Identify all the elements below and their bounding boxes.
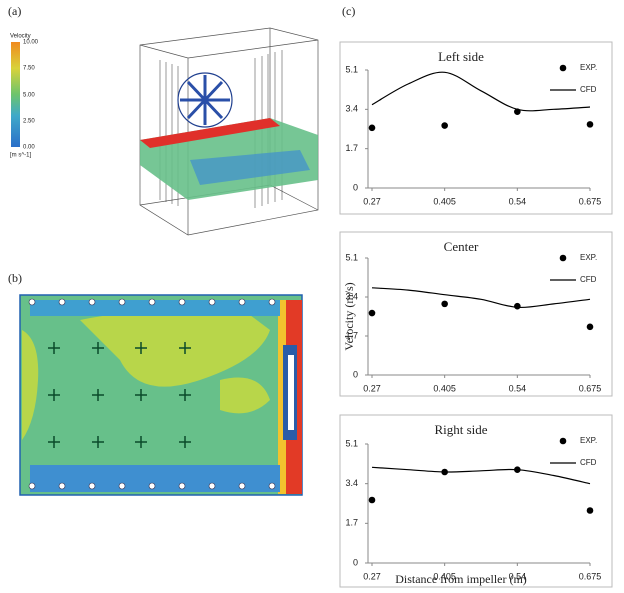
legend-label: CFD <box>580 85 597 94</box>
colorbar-label: 2.50 <box>23 119 35 125</box>
charts: Left side 0 1.7 3.4 5.1 0.27 0.405 0.54 0.675 EXP… <box>340 42 612 587</box>
exp-point <box>369 310 376 317</box>
y-tick-label: 5.1 <box>345 252 358 262</box>
y-tick-label: 0 <box>353 557 358 567</box>
x-tick-label: 0.27 <box>363 383 381 393</box>
chart-frame <box>340 232 612 396</box>
legend-label: EXP. <box>580 436 597 445</box>
legend-marker <box>560 65 567 72</box>
colorbar-label: 10.00 <box>23 40 39 46</box>
legend-label: EXP. <box>580 63 597 72</box>
x-tick-label: 0.54 <box>509 383 527 393</box>
colorbar: Velocity 10.00 7.50 5.00 2.50 0.00 [m s^… <box>10 34 39 159</box>
exp-point <box>514 303 521 310</box>
panel-label: (b) <box>8 271 22 285</box>
x-tick-label: 0.675 <box>579 383 602 393</box>
legend-label: CFD <box>580 458 597 467</box>
x-tick-label: 0.405 <box>433 383 456 393</box>
colorbar-label: 7.50 <box>23 66 35 72</box>
y-tick-label: 0 <box>353 182 358 192</box>
colorbar-scale <box>11 42 20 147</box>
y-tick-label: 3.4 <box>345 104 358 114</box>
y-tick-label: 5.1 <box>345 64 358 74</box>
y-tick-label: 3.4 <box>345 478 358 488</box>
y-tick-label: 0 <box>353 369 358 379</box>
exp-point <box>587 324 594 331</box>
chart-title: Right side <box>434 422 487 437</box>
exp-point <box>441 122 448 129</box>
panel-label: (c) <box>342 4 355 18</box>
exp-point <box>587 121 594 128</box>
colorbar-unit: [m s^-1] <box>10 153 31 159</box>
contour-plot <box>20 295 302 495</box>
legend-label: CFD <box>580 275 597 284</box>
x-tick-label: 0.27 <box>363 571 381 581</box>
y-tick-label: 5.1 <box>345 438 358 448</box>
legend-marker <box>560 438 567 445</box>
exp-point <box>587 507 594 514</box>
chart-title: Center <box>444 239 479 254</box>
exp-point <box>441 301 448 308</box>
x-tick-label: 0.405 <box>433 196 456 206</box>
x-tick-label: 0.54 <box>509 196 527 206</box>
exp-point <box>369 497 376 504</box>
x-axis-label: Distance from impeller (m) <box>395 572 527 586</box>
figure: (a) (b) (c) Velocity 10.00 7.50 5.00 2.5… <box>0 0 624 593</box>
render-3d <box>140 28 318 235</box>
colorbar-label: 5.00 <box>23 93 35 99</box>
legend-label: EXP. <box>580 253 597 262</box>
y-tick-label: 1.7 <box>345 518 358 528</box>
panel-label: (a) <box>8 4 21 18</box>
y-axis-label: Velocity (m/s) <box>342 282 356 350</box>
exp-point <box>369 125 376 132</box>
legend-marker <box>560 255 567 262</box>
colorbar-label: 0.00 <box>23 145 35 151</box>
x-tick-label: 0.675 <box>579 196 602 206</box>
x-tick-label: 0.675 <box>579 571 602 581</box>
x-tick-label: 0.27 <box>363 196 381 206</box>
y-tick-label: 1.7 <box>345 143 358 153</box>
chart-frame <box>340 415 612 587</box>
chart-title: Left side <box>438 49 484 64</box>
